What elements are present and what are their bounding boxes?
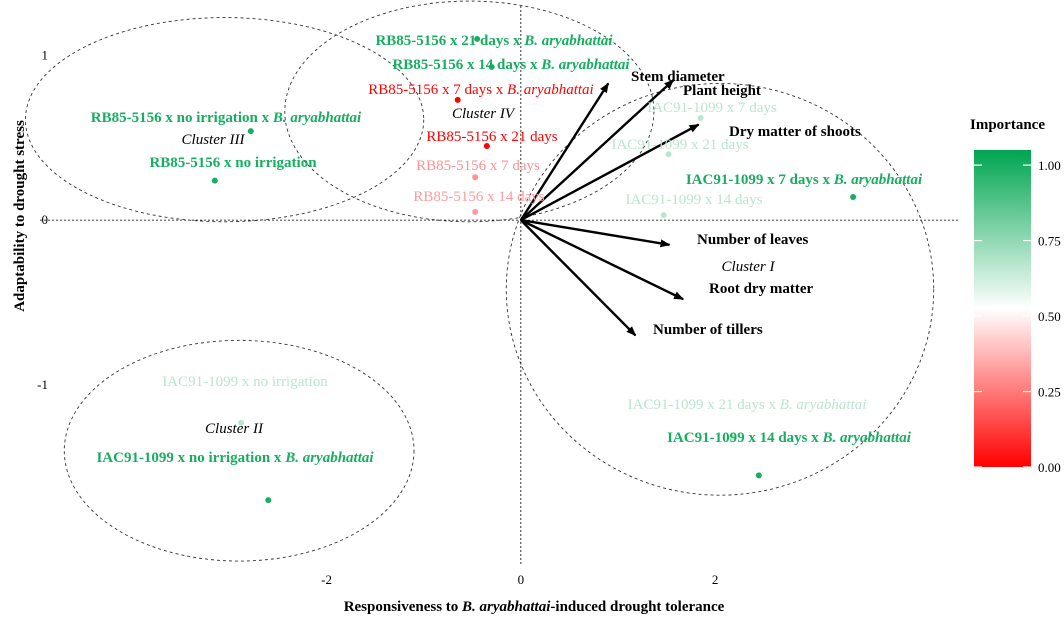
data-point: [474, 35, 481, 42]
legend-title: Importance: [970, 117, 1045, 133]
point-label: IAC91-1099 x 21 days x B. aryabhattai: [628, 397, 867, 413]
point-label: RB85-5156 x 14 days: [413, 189, 544, 205]
data-point: [697, 115, 704, 121]
data-point: [238, 419, 245, 426]
data-point: [247, 128, 254, 135]
cluster-ellipse: [63, 339, 415, 562]
vector-arrow: [519, 82, 610, 221]
cluster-ellipse: [505, 82, 935, 496]
y-axis-title: Adaptability to drought stress: [12, 120, 28, 312]
data-point: [660, 212, 667, 219]
point-label: RB85-5156 x no irrigation: [149, 155, 317, 171]
data-point: [850, 194, 857, 201]
data-point: [488, 63, 495, 70]
point-label: RB85-5156 x 7 days x B. aryabhattai: [368, 82, 593, 98]
vector-label: Root dry matter: [709, 281, 813, 297]
vector-arrow: [520, 219, 637, 337]
cluster-ellipses: Cluster I Cluster II Cluster III Cluster IV: [24, 0, 935, 562]
cluster-label: Cluster II: [205, 421, 264, 437]
point-label: IAC91-1099 x 7 days: [647, 100, 777, 116]
point-label: RB85-5156 x no irrigation x B. aryabhatt…: [91, 110, 362, 126]
point-label: IAC91-1099 x 14 days: [625, 192, 762, 208]
point-label: IAC91-1099 x 14 days x B. aryabhattai: [667, 430, 912, 446]
cluster-label: Cluster I: [722, 259, 776, 275]
vector-label: Number of tillers: [653, 322, 763, 338]
x-axis-title: Responsiveness to B. aryabhattai-induced…: [344, 599, 725, 615]
y-tick-label: 0: [42, 212, 49, 227]
vector-label: Dry matter of shoots: [729, 124, 861, 140]
data-point: [211, 177, 218, 184]
vector-arrow: [520, 123, 700, 222]
data-point: [472, 174, 479, 181]
cluster-label: Cluster III: [182, 132, 246, 148]
data-point: [454, 96, 461, 103]
cluster-ellipse: [284, 0, 655, 223]
y-tick-label: 1: [42, 47, 49, 62]
point-label: IAC91-1099 x 7 days x B. aryabhattai: [686, 172, 923, 188]
vector-arrow: [520, 218, 671, 248]
legend-tick-label: 0.50: [1038, 309, 1061, 324]
legend-tick-label: 0.00: [1038, 460, 1061, 475]
point-label: IAC91-1099 x 21 days: [611, 137, 748, 153]
legend-tick-label: 0.25: [1038, 385, 1061, 400]
vector-arrow: [520, 79, 675, 222]
legend-colorbar: [974, 150, 1031, 467]
legend-tick-label: 0.75: [1038, 234, 1061, 249]
x-tick-label: 2: [712, 572, 719, 587]
point-label: RB85-5156 x 21 days: [426, 129, 557, 145]
axes-layer: -2 0 2 -1 0 1 Responsiveness to B. aryabhattai…: [12, 6, 958, 615]
x-tick-label: 0: [518, 572, 525, 587]
vector-label: Plant height: [683, 83, 761, 99]
vector-label: Number of leaves: [697, 232, 809, 248]
data-points: RB85-5156 x 21 days x B. aryabhattai RB85…: [91, 33, 923, 504]
cluster-label: Cluster IV: [452, 106, 516, 122]
vector-label: Stem diameter: [631, 69, 725, 85]
point-label: IAC91-1099 x no irrigation: [162, 374, 328, 390]
legend-tick-label: 1.00: [1038, 158, 1061, 173]
cluster-ellipse: [24, 17, 425, 223]
y-tick-label: -1: [37, 377, 48, 392]
point-label: IAC91-1099 x no irrigation x B. aryabhat…: [96, 450, 374, 466]
data-point: [665, 151, 672, 158]
data-point: [265, 497, 272, 504]
legend: Importance 1.00 0.75 0.50 0.25 0.00: [970, 117, 1061, 475]
point-label: RB85-5156 x 7 days: [416, 158, 540, 174]
x-tick-label: -2: [321, 572, 332, 587]
data-point: [728, 434, 735, 441]
data-point: [755, 472, 762, 479]
data-point: [472, 208, 479, 215]
point-label: RB85-5156 x 21 days x B. aryabhattai: [375, 33, 613, 49]
data-point: [483, 143, 490, 149]
point-label: RB85-5156 x 14 days x B. aryabhattai: [392, 57, 630, 73]
vector-arrow: [520, 219, 684, 301]
